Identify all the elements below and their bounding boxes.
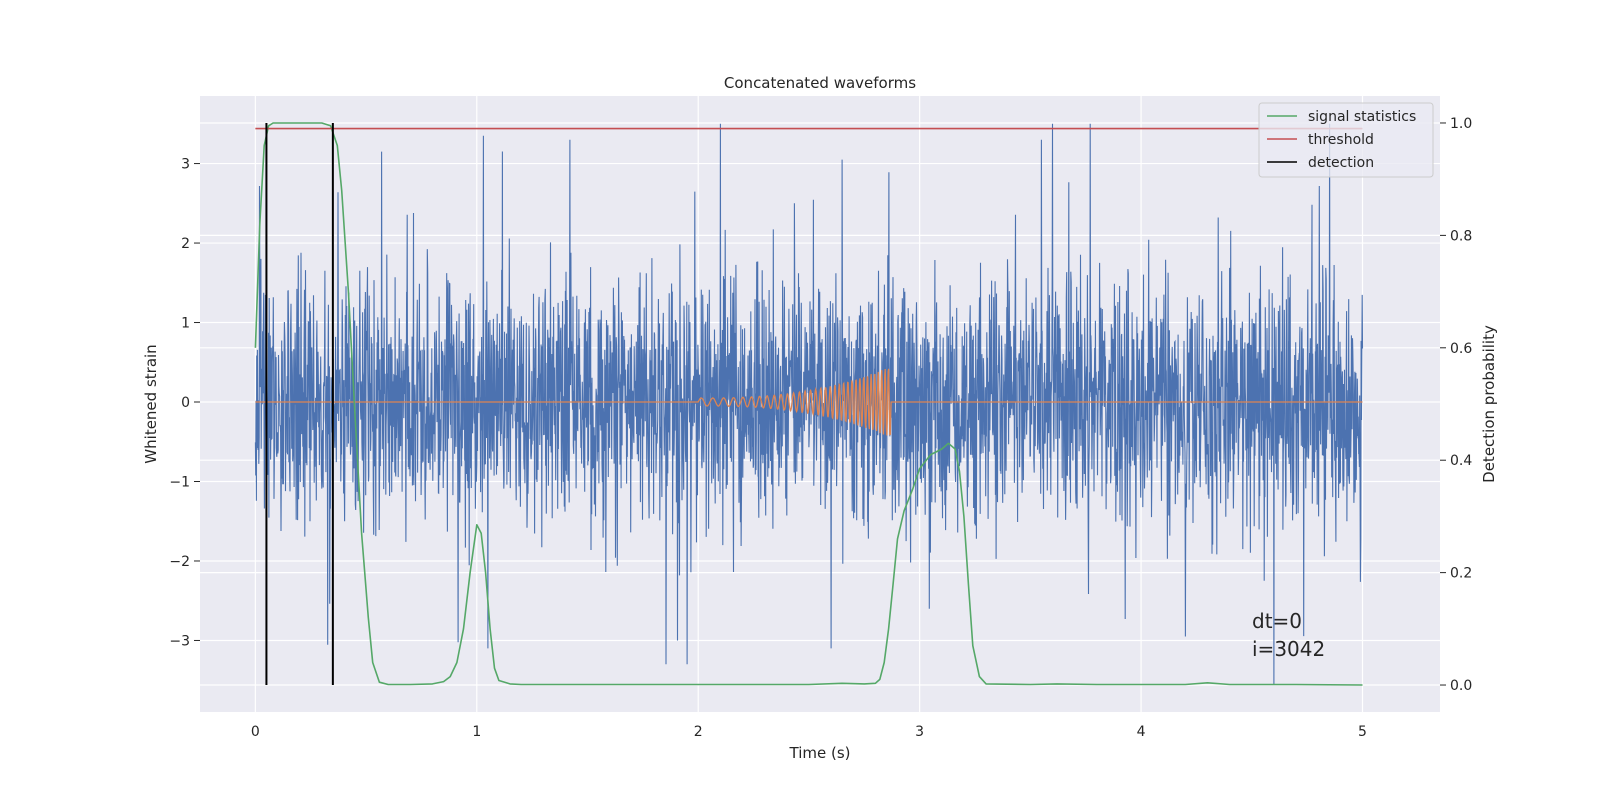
legend-label-signal-statistics: signal statistics — [1308, 109, 1416, 125]
y2-tick-label: 1.0 — [1450, 116, 1472, 132]
y-tick-label: 3 — [181, 157, 190, 173]
annotation-index: i=3042 — [1252, 637, 1325, 661]
legend-frame — [1258, 102, 1434, 178]
noise-series-line — [254, 123, 1364, 685]
y2-tick-label: 0.4 — [1450, 453, 1472, 469]
y-tick-label: 0 — [181, 395, 190, 411]
y2-tick-label: 0.6 — [1450, 341, 1472, 357]
chart-title: Concatenated waveforms — [724, 74, 916, 92]
y2-tick-label: 0.8 — [1450, 228, 1472, 244]
x-axis-title: Time (s) — [789, 744, 851, 762]
waveform-series-line — [255, 368, 1363, 436]
signal-statistics-line — [254, 122, 1363, 686]
y-tick-label: −2 — [169, 554, 190, 570]
annotation: dt=0 i=3042 — [1252, 609, 1325, 661]
x-tick-label: 4 — [1137, 724, 1146, 740]
y2-tick-label: 0.2 — [1450, 566, 1472, 582]
data-layer — [254, 122, 1364, 686]
legend: signal statistics threshold detection — [1258, 102, 1434, 178]
y-tick-label: 1 — [181, 316, 190, 332]
y2-tick-label: 0.0 — [1450, 678, 1472, 694]
y-tick-label: −1 — [169, 474, 190, 490]
legend-label-detection: detection — [1308, 155, 1374, 171]
y-tick-label: 2 — [181, 236, 190, 252]
y-axis-title: Whitened strain — [142, 344, 160, 463]
x-tick-label: 0 — [251, 724, 260, 740]
x-tick-label: 1 — [472, 724, 481, 740]
annotation-dt: dt=0 — [1252, 609, 1302, 633]
x-tick-label: 3 — [915, 724, 924, 740]
x-tick-label: 5 — [1358, 724, 1367, 740]
legend-label-threshold: threshold — [1308, 132, 1374, 148]
y-tick-label: −3 — [169, 633, 190, 649]
y2-axis-title: Detection probability — [1480, 325, 1498, 483]
axes: 0 1 2 3 4 5 −3 −2 −1 0 1 2 3 0.0 0.2 0.4 0.6 0.8 1.0 — [169, 116, 1472, 740]
x-tick-label: 2 — [694, 724, 703, 740]
